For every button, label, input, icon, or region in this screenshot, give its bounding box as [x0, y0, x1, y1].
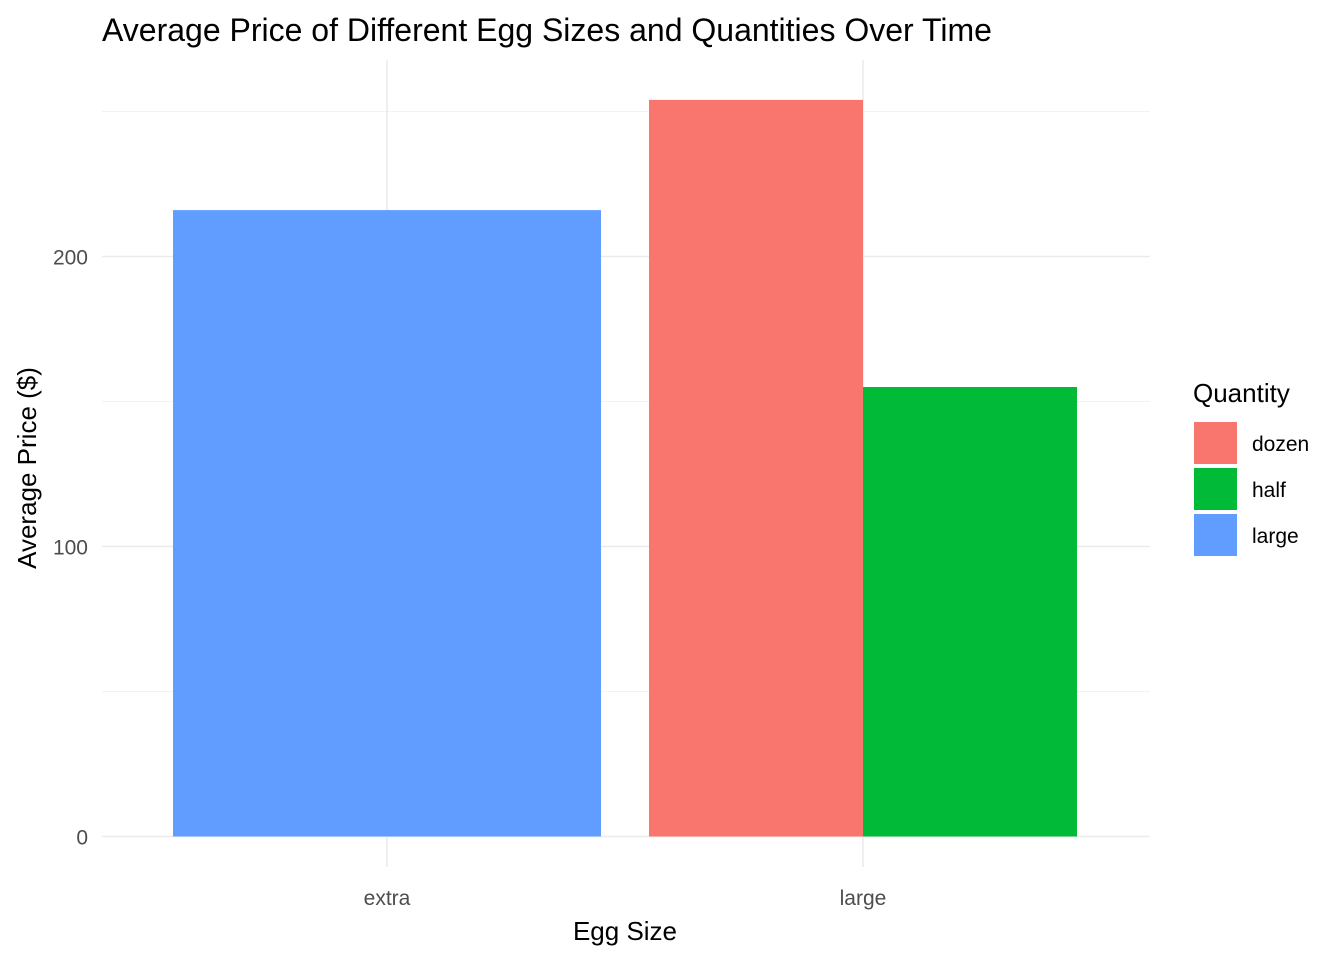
chart-title: Average Price of Different Egg Sizes and… — [102, 12, 992, 48]
y-tick-label: 200 — [53, 247, 88, 270]
legend-key-large — [1194, 514, 1237, 556]
legend-title: Quantity — [1193, 378, 1290, 408]
bar-large-half — [863, 387, 1077, 837]
legend-label-half: half — [1252, 479, 1286, 502]
legend-key-half — [1194, 468, 1237, 510]
y-axis-title: Average Price ($) — [12, 367, 42, 569]
legend-key-dozen — [1194, 422, 1237, 464]
y-tick-label: 0 — [76, 827, 88, 850]
legend-label-large: large — [1252, 525, 1299, 548]
y-axis-ticks: 0 100 200 — [53, 247, 88, 850]
legend-label-dozen: dozen — [1252, 433, 1309, 456]
bar-extra-large — [173, 210, 601, 837]
bars — [173, 99, 1077, 837]
y-tick-label: 100 — [53, 537, 88, 560]
legend: Quantity dozen half large — [1193, 378, 1309, 556]
bar-large-dozen — [649, 99, 863, 837]
x-tick-label: large — [840, 887, 887, 910]
x-axis-title: Egg Size — [573, 916, 677, 946]
x-axis-ticks: extra large — [364, 887, 887, 910]
x-tick-label: extra — [364, 887, 411, 910]
